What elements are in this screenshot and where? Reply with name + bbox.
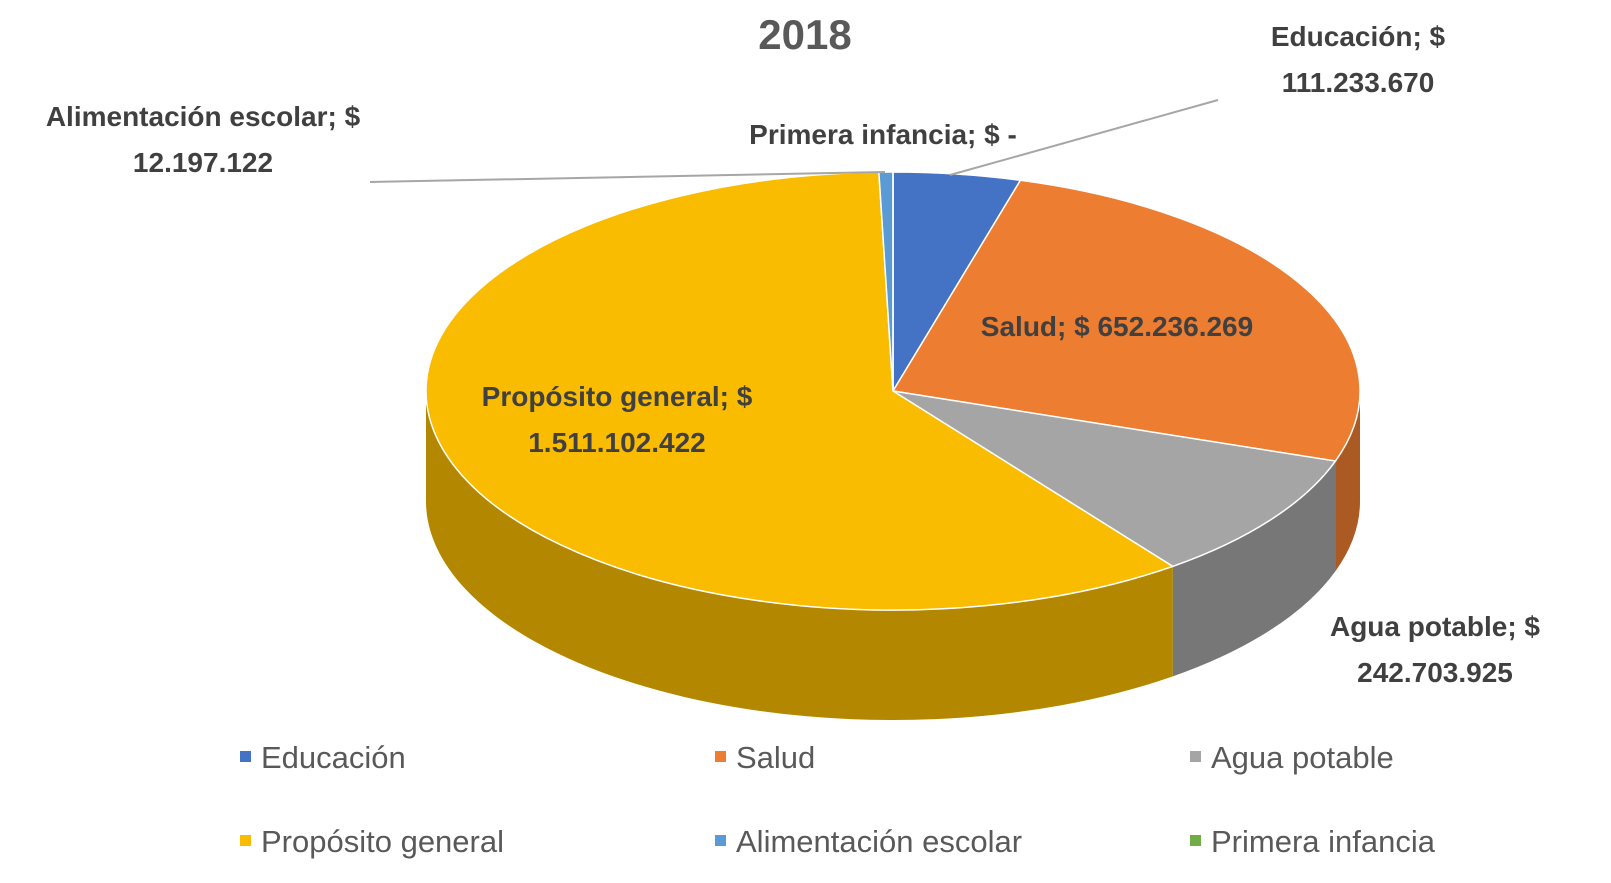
slice [425,171,1175,611]
legend-swatch [715,751,726,763]
legend-label: Propósito general [261,824,504,859]
chart-title: 2018 [758,11,852,58]
slice-side-shade [1172,461,1336,677]
legend-swatch [240,835,251,847]
slice-side [426,391,1173,720]
legend-swatch [240,751,251,763]
legend-swatch [715,835,726,847]
legend-item: Salud [715,740,815,776]
legend-label: Agua potable [1211,740,1394,775]
slice [892,390,1337,568]
data-label: Educación; $ 111.233.670 [1270,21,1446,98]
legend-item: Alimentación escolar [715,824,1022,860]
data-label: Primera infancia; $ - [749,119,1017,150]
legend-item: Educación [240,740,406,776]
legend-label: Primera infancia [1211,824,1435,859]
slice-side [1172,461,1336,677]
leader-line [949,99,1219,176]
data-label: Salud; $ 652.236.269 [980,311,1254,342]
legend-item: Primera infancia [1190,824,1435,860]
slice-side [1335,391,1360,572]
data-label: Alimentación escolar; $ 12.197.122 [45,101,361,178]
legend-label: Educación [261,740,406,775]
legend-label: Alimentación escolar [736,824,1023,859]
legend-item: Agua potable [1190,740,1394,776]
leader-line [369,171,886,183]
legend-swatch [1190,835,1201,847]
data-label: Propósito general; $ 1.511.102.422 [481,381,753,458]
legend-label: Salud [736,740,816,775]
slice [891,179,1361,462]
legend-item: Propósito general [240,824,504,860]
slice-side-shade [1335,391,1360,572]
legend-swatch [1190,751,1201,763]
data-label: Agua potable; $ 242.703.925 [1329,611,1540,688]
slice-side-shade [426,391,1173,720]
